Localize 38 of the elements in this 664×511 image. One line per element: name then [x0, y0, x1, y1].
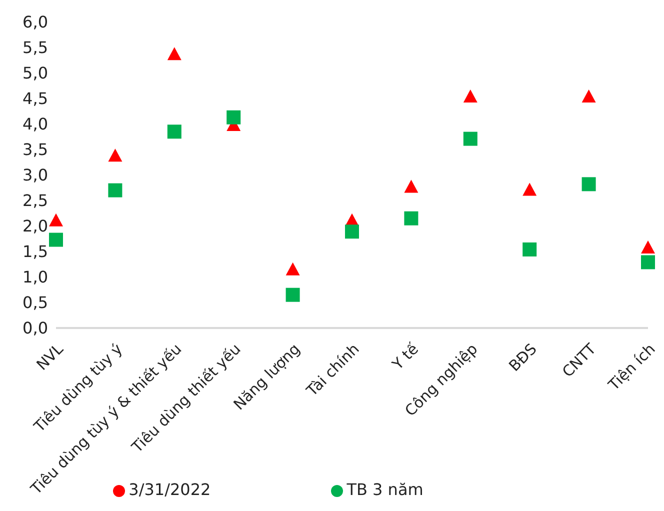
point [49, 232, 63, 247]
point [582, 177, 596, 192]
point [49, 213, 63, 226]
point [345, 224, 359, 239]
y-tick-label: 4,5 [22, 89, 48, 108]
y-tick-label: 4,0 [22, 114, 48, 134]
legend-label: 3/31/2022 [128, 480, 211, 499]
y-tick-label: 2,0 [22, 216, 48, 236]
y-tick-label: 1,5 [22, 242, 48, 262]
y-tick-label: 2,5 [22, 191, 48, 210]
y-tick-label: 0,0 [22, 318, 48, 338]
point [226, 110, 241, 124]
point [463, 132, 478, 146]
y-tick-label: 6,0 [22, 12, 48, 32]
point [404, 180, 418, 193]
legend-label: TB 3 năm [346, 480, 424, 499]
point [167, 47, 182, 60]
y-tick-label: 1,0 [22, 268, 48, 287]
point [463, 89, 478, 102]
y-tick-label: 3,0 [22, 166, 48, 185]
point [582, 89, 596, 102]
x-tick-label: Tiện ích [604, 340, 659, 395]
point [641, 240, 655, 254]
point [522, 182, 537, 196]
point [167, 124, 182, 139]
point [286, 288, 300, 302]
y-tick-label: 5,5 [22, 38, 48, 58]
y-tick-label: 0,5 [22, 293, 48, 312]
point [286, 262, 300, 276]
x-tick-label: NVL [32, 340, 68, 374]
point [108, 183, 122, 198]
point [522, 242, 537, 256]
point [108, 148, 122, 162]
point [641, 255, 655, 270]
x-tick-label: Y tế [388, 339, 422, 374]
y-tick-label: 5,0 [22, 64, 48, 83]
point [404, 211, 418, 226]
y-tick-label: 3,5 [22, 140, 48, 160]
